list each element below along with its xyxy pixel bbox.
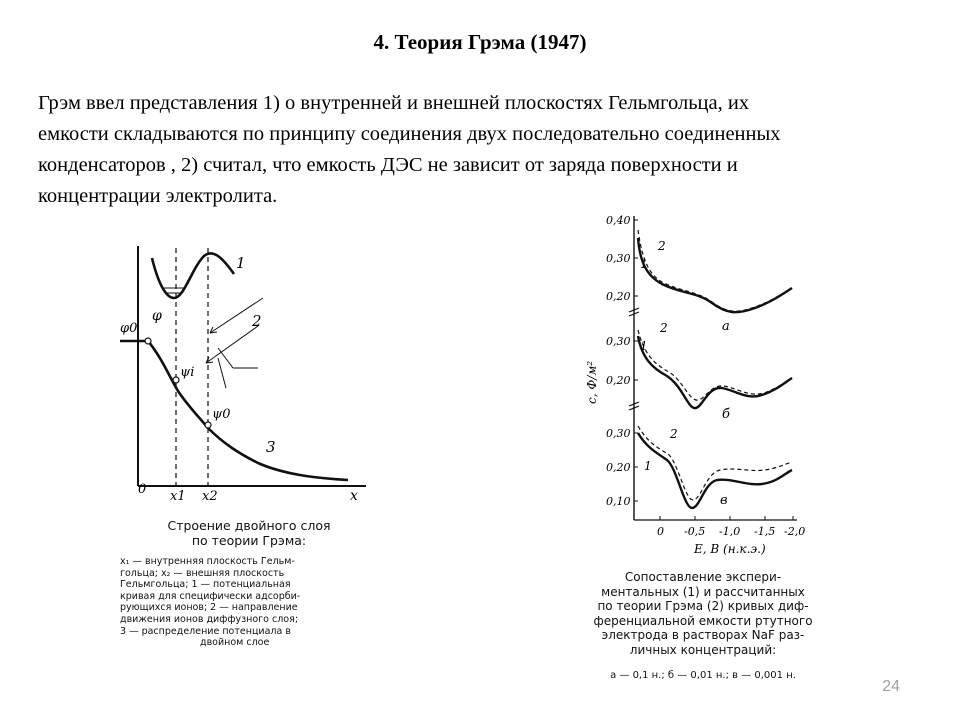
phi0-label: φ0 <box>120 321 137 336</box>
left-caption-title: Строение двойного слоя по теории Грэма: <box>118 518 380 548</box>
curve-1-label: 1 <box>644 459 652 473</box>
tick-label: 0,20 <box>606 290 631 303</box>
panel-c-tag: в <box>720 493 728 508</box>
caption-line: ментальных (1) и рассчитанных <box>601 584 805 599</box>
x-axis-label: x <box>350 488 358 504</box>
psi-i-label: ψi <box>180 365 194 380</box>
tick-label: 0,30 <box>606 427 631 440</box>
x-tick-label: -0,5 <box>684 525 705 538</box>
tick-label: 0,10 <box>606 495 631 508</box>
psi0-point <box>204 421 212 429</box>
caption-line: Строение двойного слоя <box>167 518 331 533</box>
page-number: 24 <box>882 678 900 695</box>
body-line: концентрации электролита. <box>38 185 278 207</box>
curve-3-label: 3 <box>266 438 276 456</box>
caption-line: Сопоставление экспери- <box>624 570 782 584</box>
origin-label: 0 <box>138 482 146 497</box>
caption-line: x₁ — внутренняя плоскость Гельм- <box>120 556 295 567</box>
body-line: емкости складываются по принципу соедине… <box>38 123 781 145</box>
axis-break-mark <box>628 307 640 317</box>
y-axis-label: c, Ф/м² <box>585 361 599 404</box>
tick-label: 0,20 <box>606 374 631 387</box>
caption-line: по теории Грэма: <box>191 533 307 548</box>
curve-2-label: 2 <box>657 239 666 253</box>
x1-label: x1 <box>170 489 186 504</box>
tick-label: 0,20 <box>606 461 631 474</box>
tick-label: 0,30 <box>606 252 631 265</box>
panel-b-curve-1 <box>636 335 793 410</box>
caption-line: движения ионов диффузного слоя; <box>120 613 299 625</box>
panel-b-tag: б <box>722 407 730 422</box>
tick-label: 0,40 <box>606 214 631 227</box>
x2-label: x2 <box>202 489 218 504</box>
caption-line: по теории Грэма (2) кривых диф- <box>597 599 809 614</box>
curve-1-label: 1 <box>236 254 246 272</box>
curve-2-label: 2 <box>659 321 668 335</box>
psi0-label: ψ0 <box>212 407 230 422</box>
x-tick-label: -2,0 <box>784 525 805 538</box>
y-axis-ticks <box>634 219 638 502</box>
x-tick-label: 0 <box>657 525 664 538</box>
curve-1-label: 1 <box>640 339 648 353</box>
right-caption-note: а — 0,1 н.; б — 0,01 н.; в — 0,001 н. <box>610 670 796 681</box>
slide-body-text: Грэм ввел представления 1) о внутренней … <box>38 88 918 212</box>
body-line: конденсаторов , 2) считал, что емкость Д… <box>38 154 738 176</box>
caption-line: 3 — распределение потенциала в <box>120 625 291 637</box>
x-tick-label: -1,5 <box>754 525 775 538</box>
axis-break-mark <box>628 401 640 411</box>
caption-line: ференциальной емкости ртутного <box>593 613 813 628</box>
caption-line: электрода в растворах NaF раз- <box>601 628 805 643</box>
left-caption-text: x₁ — внутренняя плоскость Гельм- гольца;… <box>120 556 378 649</box>
double-layer-figure: φ0 φ ψi ψ0 0 x1 x2 x 1 2 3 Строение двой… <box>118 238 380 668</box>
panel-a-tag: а <box>722 319 730 334</box>
panel-b-curve-2 <box>637 329 793 401</box>
x-tick-label: -1,0 <box>719 525 740 538</box>
x-axis-label: E, В (н.к.э.) <box>693 542 766 556</box>
capacitance-diagram: 0,40 0,30 0,20 0,30 0,20 0,30 0,20 0,10 … <box>585 214 805 556</box>
caption-line: рующихся ионов; 2 — направление <box>120 602 298 614</box>
phi-label: φ <box>152 308 162 324</box>
panel-a-curve-1 <box>636 237 793 314</box>
right-caption: Сопоставление экспери- ментальных (1) и … <box>572 570 834 658</box>
caption-line: гольца; x₂ — внешняя плоскость <box>120 567 285 579</box>
tick-label: 0,30 <box>606 335 631 348</box>
caption-line: личных концентраций: <box>629 642 777 657</box>
curve-1-label: 1 <box>640 257 648 271</box>
curve-2-label: 2 <box>669 427 678 441</box>
caption-line: Гельмгольца; 1 — потенциальная <box>120 579 291 591</box>
ion-direction-arrows <box>205 297 264 389</box>
curve-3-potential-distribution <box>120 339 349 482</box>
panel-c-curve-2 <box>637 425 793 501</box>
psi-i-point <box>172 376 180 384</box>
caption-line: двойном слое <box>200 637 270 649</box>
capacitance-figure: 0,40 0,30 0,20 0,30 0,20 0,30 0,20 0,10 … <box>572 208 834 686</box>
phi0-point <box>144 337 152 345</box>
double-layer-diagram: φ0 φ ψi ψ0 0 x1 x2 x 1 2 3 <box>120 246 366 504</box>
body-line: Грэм ввел представления 1) о внутренней … <box>38 92 750 114</box>
x-axis-ticks <box>659 516 794 520</box>
slide-title: 4. Теория Грэма (1947) <box>373 30 587 54</box>
curve-2-label: 2 <box>251 312 262 330</box>
caption-line: кривая для специфически адсорби- <box>120 590 301 602</box>
curve-1-potential-well <box>150 252 236 300</box>
panel-c-curve-1 <box>636 432 793 510</box>
panel-a-curve-2 <box>637 229 793 312</box>
